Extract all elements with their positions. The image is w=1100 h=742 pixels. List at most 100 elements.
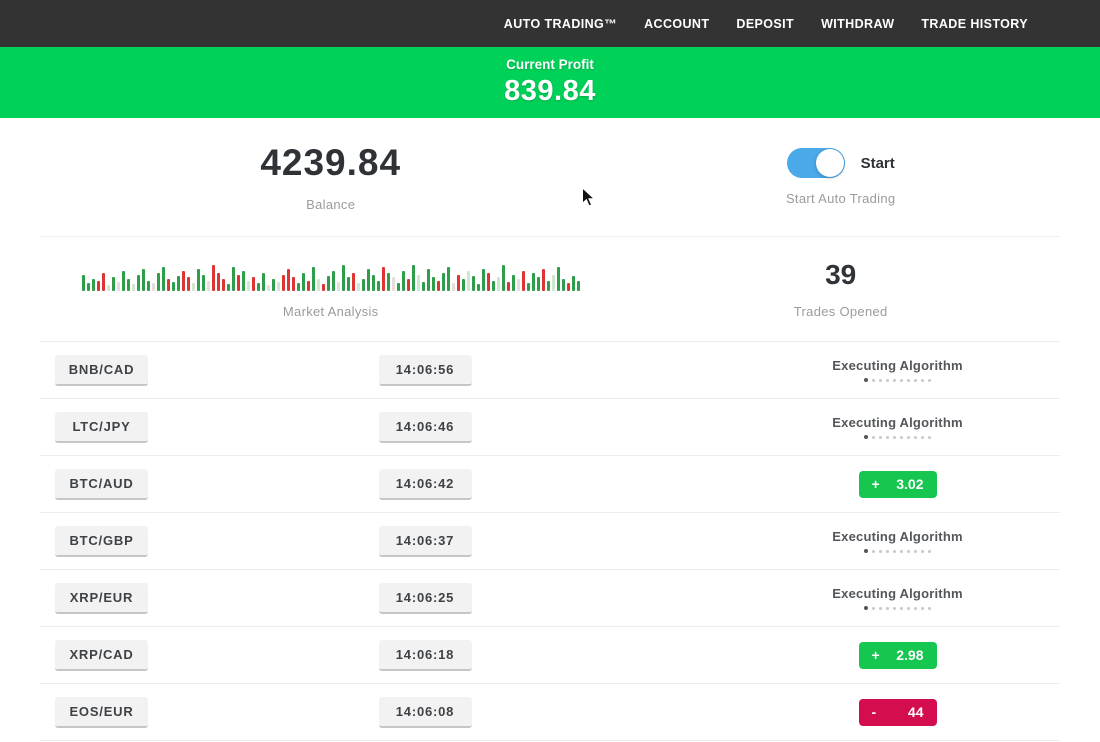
market-bar: [226, 284, 230, 291]
progress-dots: [832, 549, 962, 554]
market-bar: [296, 283, 300, 291]
market-bar: [571, 276, 575, 291]
market-bar: [166, 279, 170, 291]
executing-status: Executing Algorithm: [832, 586, 963, 611]
executing-status: Executing Algorithm: [832, 415, 963, 440]
market-bar: [486, 273, 490, 291]
market-bar: [211, 265, 215, 291]
nav-item-1[interactable]: ACCOUNT: [644, 16, 710, 31]
market-bar: [91, 279, 95, 291]
nav-item-2[interactable]: DEPOSIT: [736, 16, 795, 31]
market-bar: [526, 283, 530, 291]
nav-item-4[interactable]: TRADE HISTORY: [921, 16, 1028, 31]
market-bar: [136, 275, 140, 291]
executing-status: Executing Algorithm: [832, 358, 963, 383]
market-bar: [196, 269, 200, 291]
market-bar: [436, 281, 440, 291]
market-bar: [246, 281, 250, 291]
market-bar: [466, 271, 470, 291]
market-bar: [276, 282, 280, 291]
nav-item-0[interactable]: AUTO TRADING™: [503, 16, 618, 31]
pair-badge: BNB/CAD: [55, 354, 148, 386]
market-bar: [191, 283, 195, 291]
trades-opened-value: 39: [825, 259, 857, 290]
market-bar: [546, 281, 550, 291]
main-content: 4239.84 Balance Start Start Auto Trading…: [0, 118, 1100, 741]
time-badge: 14:06:37: [378, 525, 472, 557]
pair-badge: LTC/JPY: [55, 411, 148, 443]
balance-value: 4239.84: [260, 142, 402, 183]
market-bar: [306, 281, 310, 291]
trade-row: XRP/EUR 14:06:25 Executing Algorithm: [40, 570, 1060, 627]
profit-banner: Current Profit 839.84: [0, 47, 1100, 118]
executing-label: Executing Algorithm: [832, 528, 963, 544]
trade-row: LTC/JPY 14:06:46 Executing Algorithm: [40, 399, 1060, 456]
market-bar: [151, 283, 155, 291]
time-badge: 14:06:25: [378, 582, 472, 614]
pair-badge: XRP/CAD: [55, 639, 148, 671]
market-bar: [411, 265, 415, 291]
market-bar: [521, 271, 525, 291]
market-analysis-label: Market Analysis: [282, 304, 379, 319]
market-bar: [336, 282, 340, 291]
market-bar: [96, 281, 100, 291]
market-bar: [156, 273, 160, 291]
market-bar: [271, 279, 275, 291]
result-sign: +: [871, 647, 880, 663]
market-bar: [511, 275, 515, 291]
market-bar: [301, 273, 305, 291]
market-bar: [176, 276, 180, 291]
market-bar: [446, 267, 450, 291]
market-bar: [361, 279, 365, 291]
pair-badge: XRP/EUR: [55, 582, 148, 614]
progress-dots: [832, 435, 962, 440]
balance-section: 4239.84 Balance Start Start Auto Trading: [40, 118, 1060, 237]
market-bar: [251, 277, 255, 291]
market-bar: [186, 277, 190, 291]
market-bar: [216, 273, 220, 291]
market-bar: [81, 275, 85, 291]
auto-trading-toggle[interactable]: [786, 148, 845, 178]
result-value: 3.02: [896, 476, 924, 492]
market-bar: [536, 277, 540, 291]
market-bar: [346, 277, 350, 291]
result-badge: +3.02: [858, 470, 937, 498]
trade-row: BNB/CAD 14:06:56 Executing Algorithm: [40, 342, 1060, 399]
result-value: 44: [907, 704, 924, 720]
market-bar: [531, 273, 535, 291]
result-sign: +: [871, 476, 880, 492]
market-bar: [496, 277, 500, 291]
time-badge: 14:06:46: [378, 411, 472, 443]
market-bar: [241, 271, 245, 291]
market-bar: [146, 281, 150, 291]
market-section: Market Analysis 39 Trades Opened: [40, 237, 1060, 341]
market-bar: [101, 273, 105, 291]
market-bar: [481, 269, 485, 291]
trade-row: EOS/EUR 14:06:08 - 44: [40, 684, 1060, 741]
time-badge: 14:06:56: [378, 354, 472, 386]
market-bar: [116, 282, 120, 291]
market-bar: [391, 277, 395, 291]
market-bar: [506, 282, 510, 291]
market-bar: [576, 281, 580, 291]
toggle-knob[interactable]: [815, 149, 844, 177]
market-analysis-block: Market Analysis: [40, 237, 621, 341]
market-bar: [341, 265, 345, 291]
market-bar: [161, 267, 165, 291]
pair-badge: EOS/EUR: [55, 696, 148, 728]
market-bar: [381, 267, 385, 291]
result-badge: +2.98: [858, 641, 937, 669]
market-bar: [291, 277, 295, 291]
market-bar: [516, 279, 520, 291]
market-bar: [406, 279, 410, 291]
market-bar: [181, 271, 185, 291]
market-bar: [551, 275, 555, 291]
executing-status: Executing Algorithm: [832, 528, 963, 554]
market-bar: [376, 281, 380, 291]
market-bar: [431, 277, 435, 291]
nav-item-3[interactable]: WITHDRAW: [821, 16, 895, 31]
auto-trading-sublabel: Start Auto Trading: [785, 191, 896, 206]
market-bar: [126, 279, 130, 291]
trades-list: BNB/CAD 14:06:56 Executing Algorithm LTC/JP…: [40, 341, 1060, 741]
market-bar: [261, 273, 265, 291]
